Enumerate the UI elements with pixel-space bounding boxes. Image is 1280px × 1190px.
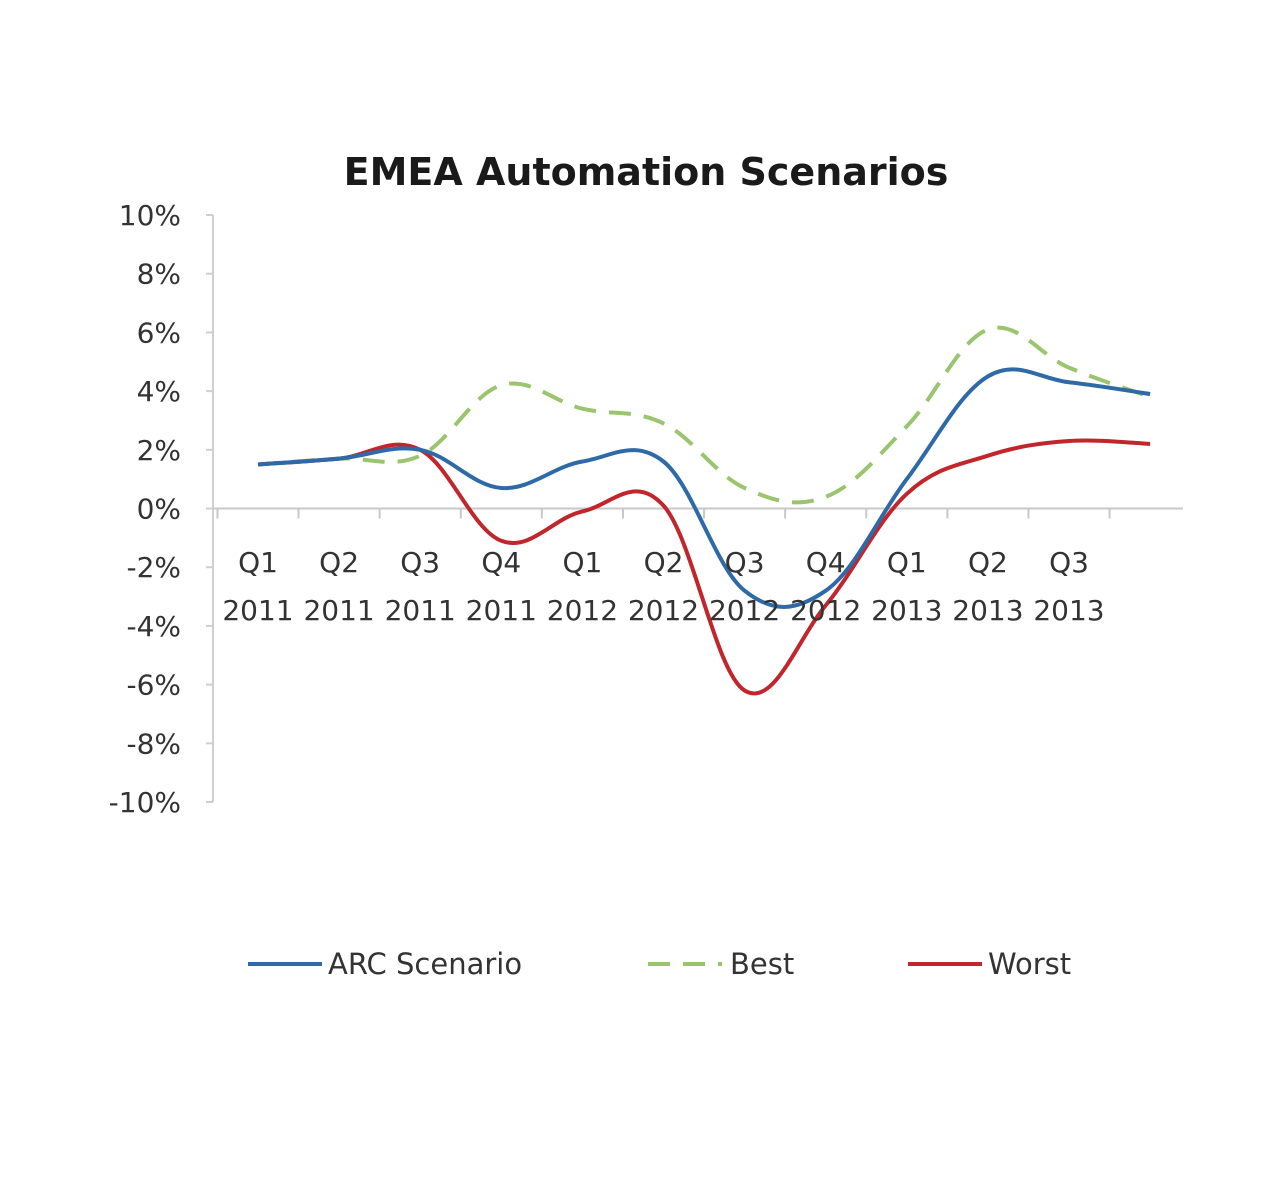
x-tick-label-quarter: Q3: [400, 546, 440, 579]
x-tick-label-quarter: Q1: [887, 546, 927, 579]
x-tick-label-quarter: Q2: [319, 546, 359, 579]
chart-title: EMEA Automation Scenarios: [344, 150, 949, 194]
legend-label-arc-scenario: ARC Scenario: [328, 947, 522, 981]
x-tick-label-year: 2012: [628, 594, 699, 627]
x-tick-label-year: 2013: [952, 594, 1023, 627]
y-tick-label: -8%: [126, 727, 181, 760]
y-tick-label: -10%: [109, 786, 181, 819]
y-tick-label: -4%: [126, 610, 181, 643]
legend-label-worst: Worst: [988, 947, 1071, 981]
x-tick-label-quarter: Q4: [481, 546, 521, 579]
x-tick-label-year: 2012: [790, 594, 861, 627]
legend-label-best: Best: [730, 947, 794, 981]
x-tick-label-year: 2011: [222, 594, 293, 627]
x-tick-label-quarter: Q1: [562, 546, 602, 579]
x-tick-label-quarter: Q3: [1049, 546, 1089, 579]
x-tick-label-year: 2013: [871, 594, 942, 627]
series-layer: [257, 325, 1151, 696]
y-tick-label: 6%: [137, 316, 181, 349]
x-tick-label-year: 2011: [303, 594, 374, 627]
x-tick-label-year: 2012: [709, 594, 780, 627]
y-tick-label: 8%: [137, 258, 181, 291]
y-tick-label: 10%: [119, 199, 181, 232]
legend: ARC Scenario Best Worst: [248, 947, 1071, 981]
y-tick-label: 0%: [137, 493, 181, 526]
axes: -10% -8% -6% -4% -2% 0% 2% 4% 6% 8% 10%: [109, 199, 1183, 819]
x-tick-label-year: 2011: [385, 594, 456, 627]
x-tick-label-quarter: Q2: [968, 546, 1008, 579]
y-tick-label: -2%: [126, 551, 181, 584]
x-tick-label-year: 2012: [547, 594, 618, 627]
x-tick-label-quarter: Q3: [725, 546, 765, 579]
y-tick-label: 4%: [137, 375, 181, 408]
x-tick-label-quarter: Q4: [806, 546, 846, 579]
series-line-arc-scenario: [257, 367, 1151, 609]
x-tick-label-quarter: Q2: [644, 546, 684, 579]
x-tick-label-year: 2011: [466, 594, 537, 627]
x-tick-label-year: 2013: [1033, 594, 1104, 627]
y-tick-label: 2%: [137, 434, 181, 467]
x-tick-label-quarter: Q1: [238, 546, 278, 579]
y-tick-label: -6%: [126, 669, 181, 702]
x-tick-labels: Q1 2011 Q2 2011 Q3 2011 Q4 2011 Q1 2012 Q2 2012 Q3 20…: [222, 546, 1104, 627]
series-line-best: [257, 325, 1151, 505]
